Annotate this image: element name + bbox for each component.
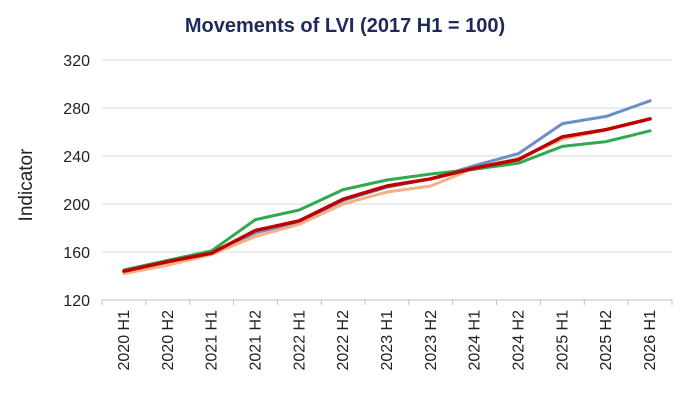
x-tick-label: 2024 H2 — [511, 310, 528, 371]
x-tick-label: 2026 H1 — [642, 310, 659, 371]
x-tick-label: 2023 H1 — [379, 310, 396, 371]
x-tick-label: 2020 H1 — [116, 310, 133, 371]
y-tick-label: 280 — [63, 101, 90, 118]
y-tick-label: 160 — [63, 245, 90, 262]
x-tick-label: 2024 H1 — [467, 310, 484, 371]
gridlines — [101, 59, 673, 305]
x-tick-label: 2023 H2 — [423, 310, 440, 371]
series-line-3 — [122, 129, 652, 272]
y-tick-labels: 120 160 200 240 280 320 — [63, 53, 90, 310]
y-tick-label: 120 — [63, 293, 90, 310]
x-tick-label: 2022 H1 — [291, 310, 308, 371]
chart-title: Movements of LVI (2017 H1 = 100) — [185, 15, 505, 37]
x-tick-label: 2020 H2 — [160, 310, 177, 371]
y-tick-label: 240 — [63, 149, 90, 166]
series-lines — [122, 99, 652, 276]
series-line-2 — [122, 117, 652, 276]
series-line-4 — [122, 117, 652, 273]
y-tick-label: 200 — [63, 197, 90, 214]
x-tick-label: 2021 H1 — [204, 310, 221, 371]
x-tick-label: 2022 H2 — [335, 310, 352, 371]
x-tick-label: 2025 H1 — [554, 310, 571, 371]
x-tick-label: 2025 H2 — [598, 310, 615, 371]
y-tick-label: 320 — [63, 53, 90, 70]
y-axis-label: Indicator — [16, 148, 37, 222]
x-tick-label: 2021 H2 — [247, 310, 264, 371]
x-tick-labels: 2020 H1 2020 H2 2021 H1 2021 H2 2022 H1 2022 … — [116, 310, 659, 371]
